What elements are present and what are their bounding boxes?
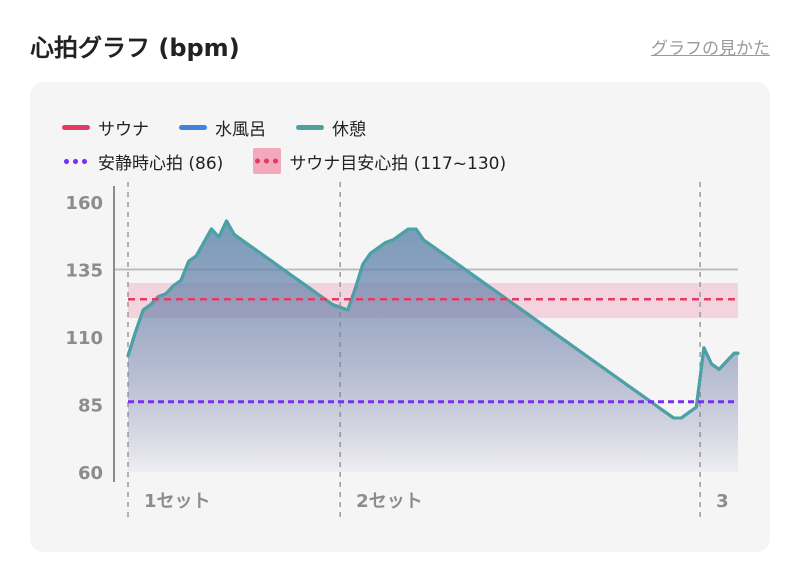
legend-resting-hr-swatch [62, 158, 90, 164]
legend-target: サウナ目安心拍 (117~130) [253, 148, 506, 174]
line-rest [126, 219, 740, 420]
legend-resting-hr-label: 安静時心拍 (86) [98, 153, 224, 174]
chart-card: 60 85 110 135 160 1セット 2セット 3 サウナ 水風呂 休憩 安静時心拍 … [30, 82, 770, 552]
y-tick-label: 85 [78, 396, 103, 417]
set-label: 1セット [144, 491, 211, 512]
legend-sauna: サウナ [62, 115, 149, 140]
area-rest [128, 220, 738, 472]
y-tick-label: 160 [65, 193, 103, 214]
set-label: 3 [716, 491, 729, 512]
legend-rest-label: 休憩 [332, 119, 366, 140]
set-label: 2セット [356, 491, 423, 512]
page-title: 心拍グラフ (bpm) [30, 34, 240, 62]
heart-rate-chart: 60 85 110 135 160 1セット 2セット 3 [65, 182, 740, 522]
legend-resting-hr: 安静時心拍 (86) [62, 149, 223, 174]
y-tick-label: 135 [65, 261, 103, 282]
graph-help-link[interactable]: グラフの見かた [651, 39, 770, 59]
legend-target-swatch [253, 148, 282, 174]
legend-sauna-label: サウナ [98, 119, 149, 140]
y-tick-label: 110 [65, 328, 103, 349]
legend-cold-bath-label: 水風呂 [215, 119, 266, 140]
legend-rest-swatch [296, 124, 324, 130]
legend-cold-bath: 水風呂 [179, 115, 266, 140]
legend-sauna-swatch [62, 124, 90, 130]
legend-target-label: サウナ目安心拍 (117~130) [289, 153, 507, 174]
legend-cold-bath-swatch [179, 124, 207, 130]
chart-header: 心拍グラフ (bpm) グラフの見かた [30, 28, 770, 68]
legend-rest: 休憩 [296, 115, 366, 140]
y-tick-label: 60 [78, 463, 103, 484]
chart-legend: サウナ 水風呂 休憩 安静時心拍 (86) サウナ目安心拍 (117~130) [62, 110, 750, 178]
